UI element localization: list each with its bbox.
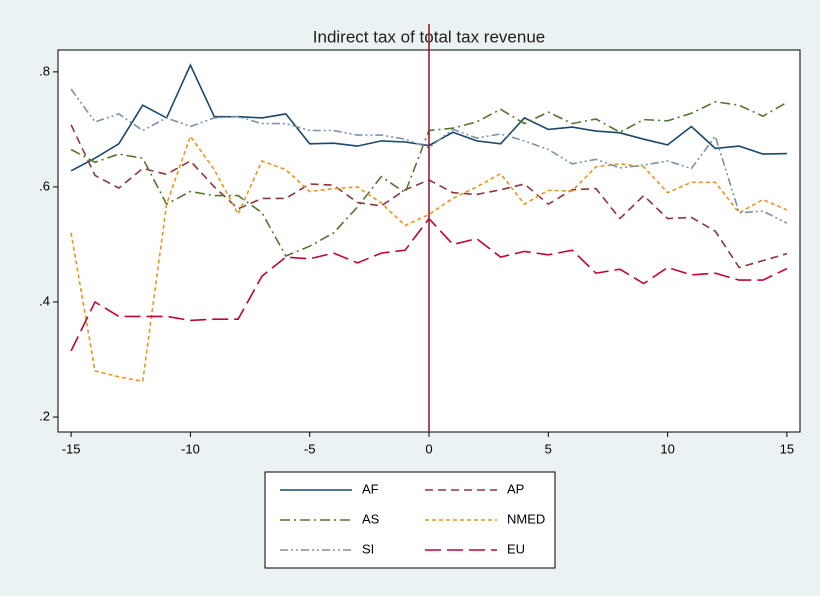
y-tick-label: .8 — [39, 63, 50, 78]
line-series — [70, 88, 788, 224]
legend-label: AP — [507, 481, 524, 496]
legend-label: NMED — [507, 511, 545, 526]
legend-label: EU — [507, 541, 525, 556]
legend — [264, 471, 556, 569]
x-tick-label: -5 — [304, 441, 316, 456]
legend-label: AS — [362, 511, 380, 526]
x-tick-label: -10 — [181, 441, 200, 456]
line-series — [70, 134, 788, 383]
y-tick-label: .2 — [39, 408, 50, 423]
x-tick-label: -15 — [62, 441, 81, 456]
x-tick-label: 0 — [425, 441, 432, 456]
y-tick-label: .4 — [39, 293, 50, 308]
legend-label: SI — [362, 541, 374, 556]
y-tick-label: .6 — [39, 178, 50, 193]
x-tick-label: 5 — [545, 441, 552, 456]
x-tick-label: 10 — [660, 441, 674, 456]
x-tick-label: 15 — [780, 441, 794, 456]
legend-label: AF — [362, 481, 379, 496]
